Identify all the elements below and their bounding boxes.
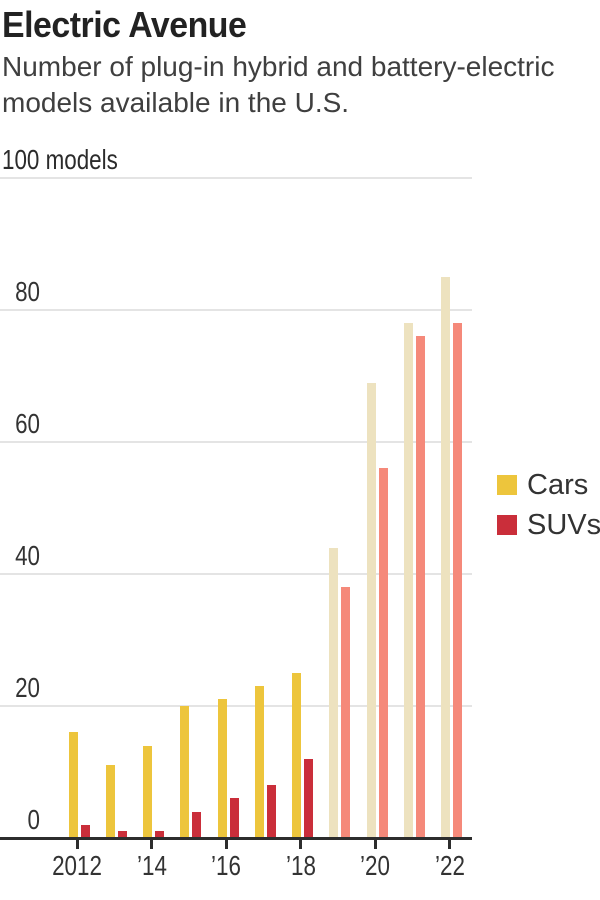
y-axis-label-40: 40 xyxy=(15,540,40,571)
bar-cars-2021 xyxy=(403,323,413,838)
bar-cars-2022 xyxy=(441,277,450,838)
gridline-60 xyxy=(0,441,472,443)
x-axis-tick-2016 xyxy=(224,840,228,849)
y-axis-label-20: 20 xyxy=(15,672,40,703)
y-axis-label-80: 80 xyxy=(15,276,40,307)
gridline-80 xyxy=(0,309,472,311)
legend-swatch-cars xyxy=(497,475,517,495)
x-axis-baseline xyxy=(0,837,472,840)
x-axis-label-2020: ’20 xyxy=(360,850,390,881)
bar-suvs-2015 xyxy=(192,811,202,838)
bar-suvs-2016 xyxy=(229,798,239,838)
bar-suvs-2014 xyxy=(155,831,164,838)
legend-item-suvs: SUVs xyxy=(497,509,600,541)
bar-cars-2012 xyxy=(68,732,78,838)
legend-label-cars: Cars xyxy=(527,469,589,501)
legend-label-suvs: SUVs xyxy=(527,509,600,541)
x-axis-label-2014: ’14 xyxy=(136,850,167,881)
bar-suvs-2022 xyxy=(453,323,462,838)
y-axis-label-100: 100 models xyxy=(2,144,118,175)
bar-suvs-2019 xyxy=(341,587,351,838)
legend-swatch-suvs xyxy=(497,515,517,535)
x-axis-label-2016: ’16 xyxy=(211,850,241,881)
x-axis-tick-2012 xyxy=(75,840,79,849)
bar-suvs-2021 xyxy=(415,336,425,838)
chart-title: Electric Avenue xyxy=(2,4,247,45)
x-axis-tick-2022 xyxy=(448,840,451,849)
bar-suvs-2012 xyxy=(80,824,90,838)
gridline-20 xyxy=(0,705,472,707)
bar-cars-2015 xyxy=(180,706,190,838)
x-axis-label-2018: ’18 xyxy=(285,850,316,881)
bar-cars-2014 xyxy=(143,745,152,838)
chart-subtitle: Number of plug-in hybrid and battery-ele… xyxy=(2,51,555,118)
y-axis-label-60: 60 xyxy=(15,408,40,439)
x-axis-label-2022: ’22 xyxy=(434,850,465,881)
x-axis-tick-2014 xyxy=(150,840,153,849)
bar-cars-2020 xyxy=(366,382,376,838)
x-axis-label-2012: 2012 xyxy=(52,850,102,881)
bar-cars-2018 xyxy=(292,673,301,838)
bar-suvs-2013 xyxy=(117,831,127,838)
gridline-40 xyxy=(0,573,472,575)
y-axis-label-0: 0 xyxy=(27,804,40,835)
bar-cars-2019 xyxy=(329,547,339,838)
bar-cars-2016 xyxy=(217,699,227,838)
bar-suvs-2017 xyxy=(266,785,276,838)
x-axis-tick-2018 xyxy=(299,840,302,849)
bar-suvs-2018 xyxy=(304,758,313,838)
x-axis-tick-2020 xyxy=(373,840,377,849)
bar-cars-2017 xyxy=(254,686,264,838)
bar-suvs-2020 xyxy=(378,468,388,838)
gridline-100 xyxy=(0,177,472,179)
legend-item-cars: Cars xyxy=(497,469,600,501)
legend: Cars SUVs xyxy=(497,469,600,554)
bar-cars-2013 xyxy=(105,765,115,838)
